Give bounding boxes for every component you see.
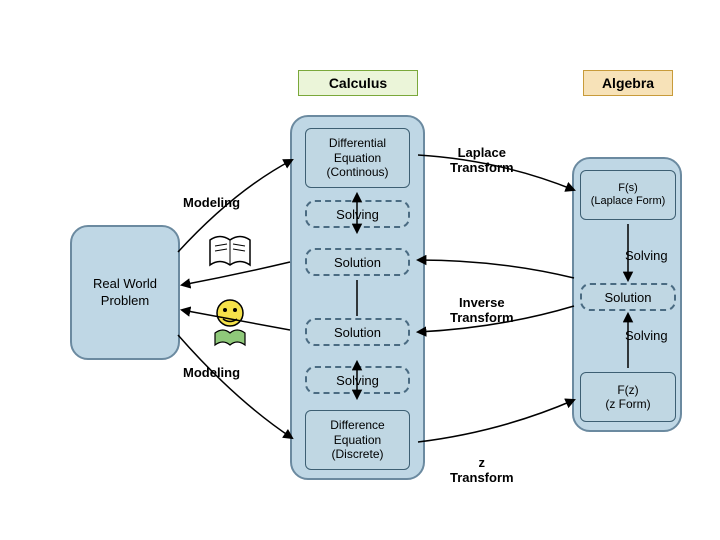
label-inverse-text: Inverse Transform (450, 295, 514, 325)
label-solving-r1: Solving (625, 248, 668, 263)
node-diff-eq: Differential Equation (Continous) (305, 128, 410, 188)
node-solving-bot: Solving (305, 366, 410, 394)
label-modeling-top: Modeling (183, 195, 240, 210)
node-solution-top: Solution (305, 248, 410, 276)
label-solving-r2: Solving (625, 328, 668, 343)
header-calculus-text: Calculus (329, 75, 387, 91)
node-solution-mid-text: Solution (605, 290, 652, 305)
label-solving-r2-text: Solving (625, 328, 668, 343)
node-solution-mid: Solution (580, 283, 676, 311)
node-diff-eq2: Difference Equation (Discrete) (305, 410, 410, 470)
label-z-transform: z Transform (450, 440, 514, 485)
node-solution-top-text: Solution (334, 255, 381, 270)
node-solving-bot-text: Solving (336, 373, 379, 388)
header-algebra: Algebra (583, 70, 673, 96)
book-icon (205, 230, 255, 275)
node-diff-eq2-text: Difference Equation (Discrete) (330, 418, 384, 461)
header-calculus: Calculus (298, 70, 418, 96)
node-fz-text: F(z) (z Form) (605, 383, 650, 412)
node-solving-top: Solving (305, 200, 410, 228)
label-solving-r1-text: Solving (625, 248, 668, 263)
reader-icon (205, 295, 255, 350)
label-modeling-bot-text: Modeling (183, 365, 240, 380)
header-algebra-text: Algebra (602, 75, 654, 91)
node-real-world: Real World Problem (70, 225, 180, 360)
node-solution-bot-text: Solution (334, 325, 381, 340)
label-laplace: Laplace Transform (450, 130, 514, 175)
label-modeling-top-text: Modeling (183, 195, 240, 210)
label-laplace-text: Laplace Transform (450, 145, 514, 175)
label-inverse: Inverse Transform (450, 280, 514, 325)
node-solving-top-text: Solving (336, 207, 379, 222)
node-fs: F(s) (Laplace Form) (580, 170, 676, 220)
label-modeling-bot: Modeling (183, 365, 240, 380)
node-fz: F(z) (z Form) (580, 372, 676, 422)
node-diff-eq-text: Differential Equation (Continous) (326, 136, 388, 179)
node-fs-text: F(s) (Laplace Form) (591, 182, 666, 208)
node-solution-bot: Solution (305, 318, 410, 346)
label-z-transform-text: z Transform (450, 455, 514, 485)
node-real-world-text: Real World Problem (93, 276, 157, 309)
